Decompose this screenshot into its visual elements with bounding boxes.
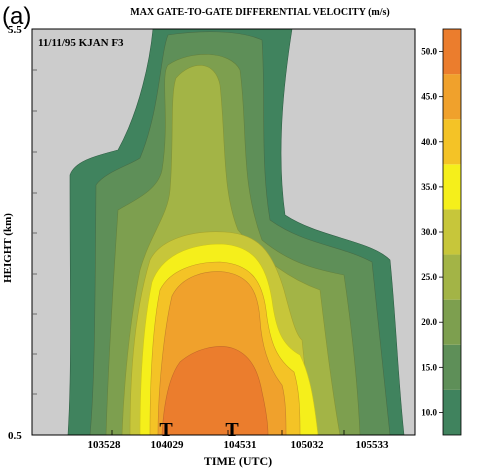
colorbar-segment bbox=[443, 389, 461, 435]
colorbar-tick-label: 35.0 bbox=[421, 182, 437, 192]
x-tick-label: 103528 bbox=[88, 439, 122, 451]
colorbar-segment bbox=[443, 254, 461, 300]
colorbar-tick-label: 45.0 bbox=[421, 92, 437, 102]
tornado-marker: T bbox=[225, 419, 239, 441]
colorbar-segment bbox=[443, 29, 461, 75]
colorbar-segment bbox=[443, 299, 461, 345]
colorbar-segment bbox=[443, 209, 461, 255]
chart-annotation: 11/11/95 KJAN F3 bbox=[38, 37, 124, 49]
colorbar: 10.0 15.0 20.0 25.0 30.0 35.0 40.0 45.0 50.0 bbox=[421, 28, 462, 436]
colorbar-segment bbox=[443, 344, 461, 390]
x-tick-label: 104029 bbox=[151, 439, 185, 451]
colorbar-tick-label: 15.0 bbox=[421, 362, 437, 372]
colorbar-tick-label: 40.0 bbox=[421, 137, 437, 147]
y-tick-top: 5.5 bbox=[8, 24, 22, 36]
chart-title: MAX GATE-TO-GATE DIFFERENTIAL VELOCITY (… bbox=[130, 7, 389, 18]
colorbar-tick-label: 50.0 bbox=[421, 47, 437, 57]
x-axis-ticks bbox=[111, 430, 345, 435]
colorbar-tick-label: 10.0 bbox=[421, 407, 437, 417]
y-axis-label: HEIGHT (km) bbox=[2, 213, 14, 283]
colorbar-tick-label: 30.0 bbox=[421, 227, 437, 237]
plot-frame bbox=[31, 28, 416, 436]
y-tick-bottom: 0.5 bbox=[8, 430, 22, 442]
colorbar-tick-label: 20.0 bbox=[421, 317, 437, 327]
x-axis-label: TIME (UTC) bbox=[204, 454, 272, 468]
colorbar-tick-label: 25.0 bbox=[421, 272, 437, 282]
tornado-marker: T bbox=[159, 419, 173, 441]
x-tick-label: 105032 bbox=[291, 439, 325, 451]
colorbar-segment bbox=[443, 74, 461, 120]
x-tick-label: 104531 bbox=[224, 439, 257, 451]
x-tick-label: 105533 bbox=[356, 439, 390, 451]
contour-band-50 bbox=[161, 346, 269, 436]
y-axis-ticks bbox=[32, 69, 37, 395]
panel-label: (a) bbox=[2, 3, 31, 30]
colorbar-segment bbox=[443, 119, 461, 165]
contour-bands bbox=[67, 28, 405, 436]
colorbar-segment bbox=[443, 164, 461, 210]
